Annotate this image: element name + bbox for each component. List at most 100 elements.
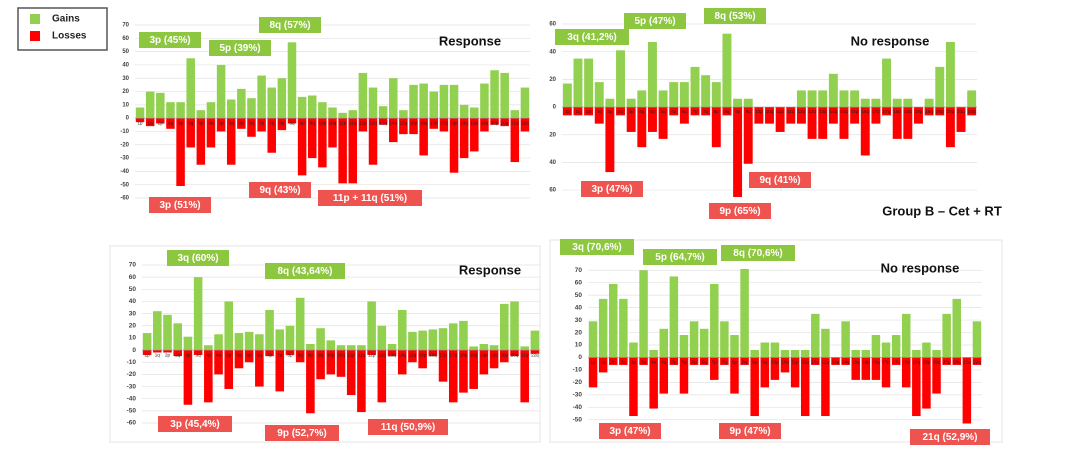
bar: [637, 107, 647, 148]
bar: [479, 350, 489, 375]
bar: [348, 118, 358, 184]
x-tick-label: 11p: [792, 360, 800, 365]
y-tick-label: -30: [127, 383, 137, 390]
bar: [470, 107, 479, 119]
bar: [647, 41, 657, 108]
bar: [448, 350, 458, 403]
x-tick-label: 16q: [862, 109, 870, 114]
x-tick-label: 14q: [830, 109, 838, 114]
bar: [932, 349, 941, 358]
x-tick-label: 18p: [450, 120, 458, 125]
y-tick-label: -40: [573, 404, 583, 411]
y-tick-label: -60: [127, 420, 137, 427]
bar: [387, 344, 397, 351]
x-tick-label: 20q: [511, 352, 519, 357]
annotation-box: [719, 423, 781, 439]
bar: [247, 118, 256, 137]
bar: [562, 83, 572, 108]
x-tick-label: 18p: [460, 352, 468, 357]
bar: [216, 118, 226, 132]
bar: [616, 107, 625, 116]
bar: [277, 78, 287, 119]
x-tick-label: 6q: [257, 352, 263, 357]
y-tick-label: 50: [129, 286, 137, 293]
bar: [669, 82, 679, 108]
x-tick-label: 1q: [155, 352, 161, 357]
bar: [562, 107, 572, 116]
bar: [490, 70, 499, 119]
x-tick-label: 4q: [208, 120, 214, 125]
bar: [818, 107, 828, 139]
bar: [156, 118, 165, 124]
x-tick-label: 17q: [449, 352, 457, 357]
bar: [972, 321, 982, 358]
x-tick-label: 1q: [148, 120, 154, 125]
bar: [711, 82, 721, 108]
bar: [267, 118, 276, 153]
x-tick-label: 6q: [702, 360, 708, 365]
bar: [357, 350, 366, 413]
annotation: 3p (51%): [159, 200, 200, 211]
bar: [297, 118, 307, 176]
bar: [285, 325, 295, 351]
bar: [418, 330, 427, 351]
bar: [861, 357, 871, 380]
bar: [598, 298, 608, 358]
bar: [265, 309, 274, 351]
x-tick-label: 2p: [158, 120, 164, 125]
x-tick-label: 17q: [883, 109, 891, 114]
y-tick-label: 60: [549, 22, 556, 28]
bar: [770, 342, 780, 358]
x-tick-label: 19p: [915, 109, 923, 114]
legend-label: Losses: [52, 31, 87, 42]
x-tick-label: 18q: [913, 360, 921, 365]
bar: [237, 118, 246, 129]
y-tick-label: -20: [127, 371, 137, 378]
x-tick-label: 13q: [819, 109, 827, 114]
x-tick-label: 14q: [390, 120, 398, 125]
bar: [807, 90, 817, 108]
bar: [449, 118, 459, 173]
bar: [399, 118, 408, 135]
x-tick-label: 12q: [808, 109, 816, 114]
x-tick-label: 11p: [348, 352, 356, 357]
bar: [409, 84, 418, 119]
x-tick-label: 12q: [378, 352, 386, 357]
bar: [338, 118, 347, 184]
bar: [196, 118, 206, 165]
x-tick-label: 11p: [777, 109, 785, 114]
annotation-box: [167, 250, 229, 266]
x-tick-label: 5p: [671, 360, 677, 365]
x-tick-label: 9q: [310, 120, 316, 125]
annotation: 8q (53%): [714, 11, 755, 22]
x-tick-label: 9q: [762, 360, 768, 365]
bar: [204, 350, 213, 403]
y-tick-label: 30: [575, 317, 583, 324]
bar: [499, 350, 509, 363]
bar: [459, 320, 468, 351]
bar: [399, 110, 408, 119]
bar: [237, 88, 246, 119]
x-tick-label: 4p: [198, 120, 204, 125]
y-tick-label: 20: [549, 77, 556, 83]
x-tick-label: 8p: [732, 360, 738, 365]
bar: [828, 107, 838, 124]
bar: [790, 357, 800, 388]
chart-title: Response: [439, 33, 501, 48]
bar: [418, 350, 427, 369]
bar: [530, 330, 540, 351]
x-tick-label: 18p: [893, 109, 901, 114]
x-tick-label: 19q: [925, 109, 933, 114]
bar: [173, 350, 183, 357]
bar: [669, 107, 679, 116]
bar: [479, 344, 489, 351]
bar: [459, 118, 469, 159]
y-tick-label: 60: [129, 274, 137, 281]
bar: [882, 107, 892, 116]
annotation: 8q (57%): [269, 20, 310, 31]
bar: [204, 345, 213, 351]
x-tick-label: 6p: [671, 109, 677, 114]
bar: [605, 98, 615, 108]
bar: [710, 283, 719, 358]
bar: [346, 345, 356, 351]
